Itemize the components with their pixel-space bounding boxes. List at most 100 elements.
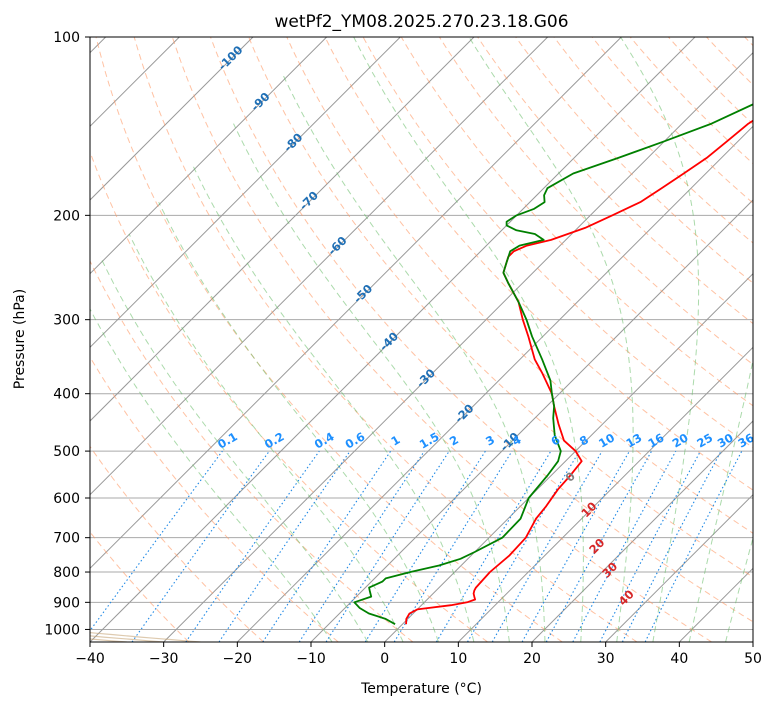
y-tick-label: 500 <box>53 444 80 460</box>
mixing-ratio-label: 0.6 <box>343 429 368 451</box>
isotherm-line <box>90 37 549 496</box>
isotherm-label: -20 <box>452 401 477 426</box>
mixing-ratio-label: 3 <box>483 432 497 448</box>
isotherm-label: -30 <box>413 366 438 391</box>
mixing-ratio-label: 16 <box>646 430 667 450</box>
isotherm-line <box>90 37 622 570</box>
mixing-ratio-line <box>90 450 223 632</box>
mixing-ratio-label: 8 <box>577 432 591 448</box>
wetbulb-label: 20 <box>586 535 607 556</box>
isotherm-line <box>457 346 753 642</box>
y-tick-label: 200 <box>53 208 80 224</box>
moist-adiabat <box>99 256 369 642</box>
plot-frame <box>89 36 754 643</box>
mixing-ratio-lines <box>90 450 743 642</box>
mixing-ratio-line <box>298 450 425 642</box>
profile-series <box>353 103 753 625</box>
isotherm-label: -50 <box>351 281 376 306</box>
dry-adiabat <box>171 37 712 642</box>
y-tick-label: 800 <box>53 565 80 581</box>
dry-adiabat <box>90 259 414 642</box>
mixing-ratio-label: 0.2 <box>262 429 287 451</box>
isotherm-line <box>90 37 401 349</box>
y-tick-label: 700 <box>53 531 80 547</box>
saturation-curves <box>90 632 201 642</box>
x-tick-label: −40 <box>75 651 105 667</box>
dry-adiabat <box>248 37 753 578</box>
mixing-ratio-label: 30 <box>715 430 736 450</box>
mixing-ratio-line <box>262 450 392 642</box>
y-tick-label: 600 <box>53 491 80 507</box>
wetbulb-label: 30 <box>599 559 620 580</box>
y-tick-label: 100 <box>53 30 80 46</box>
mixing-ratio-line <box>131 450 270 642</box>
dry-adiabat <box>90 531 190 642</box>
dry-adiabat <box>90 150 488 642</box>
isotherm-line <box>236 125 753 642</box>
dry-adiabat <box>706 37 753 86</box>
mixing-ratio-line <box>521 450 630 642</box>
mixing-ratio-line <box>364 450 486 642</box>
mixing-ratio-label: 25 <box>694 430 715 450</box>
dry-adiabat <box>133 37 638 642</box>
saturation-curve <box>90 635 164 642</box>
temperature-profile-line <box>405 119 753 625</box>
moist-adiabat <box>725 536 753 642</box>
dry-adiabats <box>90 37 753 642</box>
x-tick-label: 20 <box>523 651 541 667</box>
isotherm-label: -100 <box>215 43 245 73</box>
mixing-ratio-line <box>545 450 653 642</box>
moist-adiabat <box>158 201 439 642</box>
y-axis-label: Pressure (hPa) <box>12 289 28 389</box>
mixing-ratio-label: 6 <box>548 432 562 448</box>
dry-adiabat <box>286 37 753 534</box>
isotherm-label: -80 <box>281 130 306 155</box>
x-tick-label: −20 <box>223 651 253 667</box>
dry-adiabat <box>90 356 339 642</box>
x-tick-label: −30 <box>149 651 179 667</box>
diagram-labels: -100-90-80-70-60-50-40-30-20-100.1 0.2 0.4… <box>215 43 757 608</box>
x-tick-label: 10 <box>449 651 467 667</box>
dry-adiabat <box>668 37 753 125</box>
mixing-ratio-line <box>393 450 513 642</box>
isotherm-label: -90 <box>248 89 273 114</box>
x-tick-label: 40 <box>670 651 688 667</box>
wetbulb-label: 10 <box>578 499 599 520</box>
mixing-ratio-label: 13 <box>623 430 644 450</box>
mixing-ratio-line <box>185 450 320 642</box>
isobar-grid <box>90 37 753 630</box>
dry-adiabat <box>324 37 753 491</box>
mixing-ratio-line <box>325 450 450 642</box>
isotherm-label: -70 <box>296 188 321 213</box>
isotherm-line <box>531 420 753 642</box>
plot-area: -100-90-80-70-60-50-40-30-20-100.1 0.2 0.4… <box>90 37 757 642</box>
mixing-ratio-label: 1.5 <box>417 429 442 451</box>
y-tick-label: 300 <box>53 313 80 329</box>
mixing-ratio-label: 0.1 <box>215 429 240 451</box>
isotherm-line <box>163 51 753 642</box>
saturation-curve <box>90 632 201 642</box>
isotherm-line <box>90 37 696 642</box>
mixing-ratio-label: 36 <box>736 430 757 450</box>
y-tick-label: 400 <box>53 387 80 403</box>
x-tick-label: −10 <box>296 651 326 667</box>
isotherm-line <box>90 37 475 422</box>
dry-adiabat <box>553 37 753 244</box>
moist-adiabat <box>353 37 584 642</box>
x-tick-label: 0 <box>380 651 389 667</box>
moist-adiabat <box>233 123 510 642</box>
isotherm-line <box>678 567 753 642</box>
isotherm-line <box>605 493 753 642</box>
x-axis-ticks: −40 −30 −20 −10 0 10 20 30 40 50 <box>75 642 762 667</box>
dry-adiabat <box>591 37 753 204</box>
isotherm-grid <box>90 37 753 642</box>
mixing-ratio-line <box>435 450 552 642</box>
mixing-ratio-line <box>572 450 677 642</box>
y-tick-label: 900 <box>53 595 80 611</box>
mixing-ratio-line <box>644 450 743 642</box>
moist-adiabats <box>90 37 753 642</box>
moist-adiabat <box>281 72 546 642</box>
dewpoint-profile-line <box>353 103 753 625</box>
moist-adiabat <box>620 37 700 642</box>
